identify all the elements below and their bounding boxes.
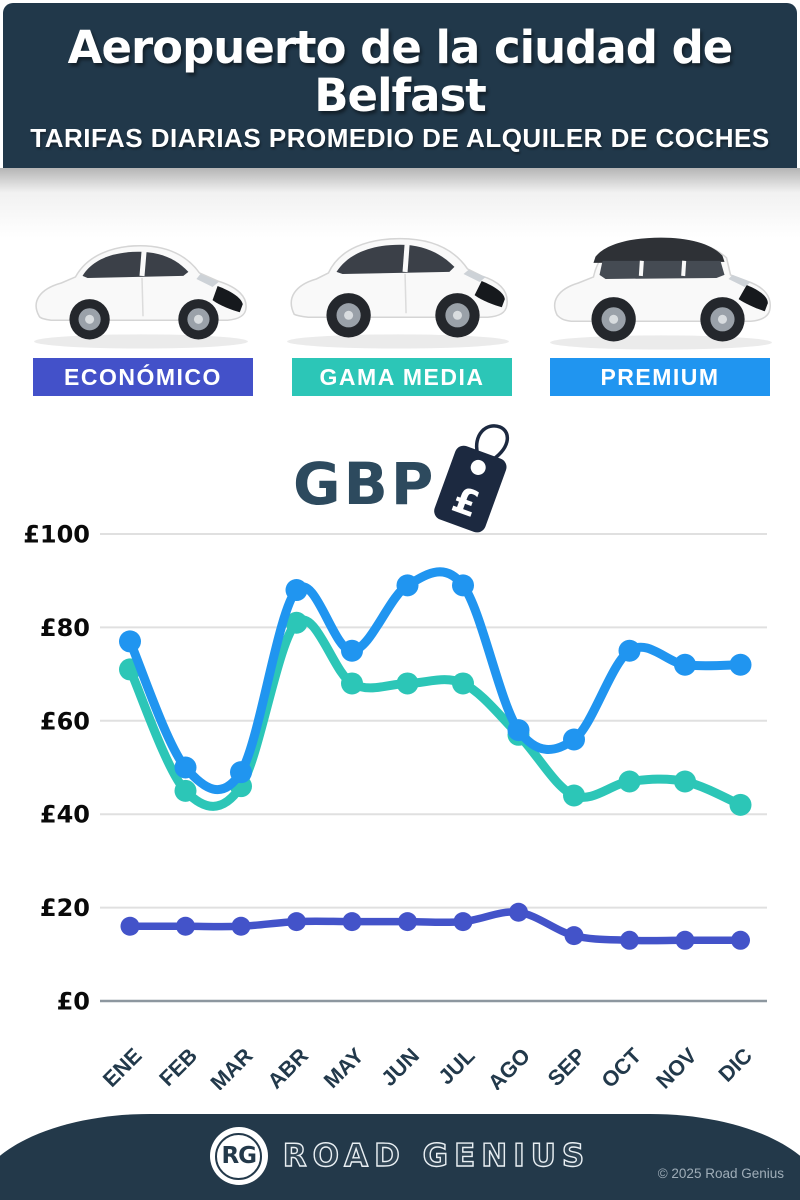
premium-point-jul bbox=[452, 574, 474, 597]
midsize-car-image bbox=[272, 205, 524, 357]
econ-mico-point-ene bbox=[120, 916, 140, 936]
ytick-label-60: £60 bbox=[40, 707, 90, 735]
premium-point-jun bbox=[396, 574, 419, 597]
xtick-label-ene: ENE bbox=[98, 1044, 146, 1090]
gama-media-point-oct bbox=[618, 770, 641, 793]
currency-code-label: GBP bbox=[293, 450, 437, 518]
premium-point-dic bbox=[729, 653, 752, 676]
premium-point-ene bbox=[119, 630, 141, 653]
midsize-suv-icon bbox=[287, 237, 509, 349]
luxury-suv-icon bbox=[550, 237, 772, 350]
xtick-label-oct: OCT bbox=[597, 1044, 646, 1090]
xtick-label-sep: SEP bbox=[543, 1044, 590, 1090]
xtick-label-mar: MAR bbox=[206, 1043, 258, 1090]
xtick-label-may: MAY bbox=[319, 1044, 368, 1090]
road-genius-logo-icon: RG bbox=[209, 1127, 268, 1185]
header-shadow bbox=[0, 168, 800, 238]
page-subtitle: TARIFAS DIARIAS PROMEDIO DE ALQUILER DE … bbox=[30, 123, 770, 153]
econ-mico-point-abr bbox=[287, 912, 306, 932]
category-badge-gama-media: GAMA MEDIA bbox=[292, 358, 512, 396]
xtick-label-jun: JUN bbox=[377, 1044, 424, 1090]
premium-point-abr bbox=[285, 579, 308, 602]
gama-media-point-feb bbox=[174, 779, 197, 802]
premium-point-may bbox=[341, 639, 363, 662]
premium-point-feb bbox=[174, 756, 197, 779]
premium-point-ago bbox=[507, 719, 530, 742]
gama-media-point-sep bbox=[563, 784, 585, 807]
econ-mico-point-sep bbox=[564, 926, 584, 946]
economy-car-image bbox=[15, 213, 267, 355]
tag-string bbox=[474, 424, 510, 464]
gama-media-point-may bbox=[341, 672, 363, 695]
category-badge-premium: PREMIUM bbox=[550, 358, 770, 396]
price-tag-icon: £ bbox=[434, 424, 510, 533]
currency-group: GBP £ bbox=[0, 420, 800, 535]
xtick-label-jul: JUL bbox=[434, 1044, 480, 1090]
gama-media-point-dic bbox=[729, 793, 752, 816]
compact-hatchback-icon bbox=[34, 244, 248, 349]
brand-name: ROAD GENIUS bbox=[282, 1137, 591, 1174]
xtick-label-abr: ABR bbox=[263, 1043, 313, 1090]
gama-media-point-nov bbox=[674, 770, 696, 793]
premium-point-sep bbox=[563, 728, 585, 751]
gama-media-point-jun bbox=[396, 672, 419, 695]
econ-mico-point-nov bbox=[675, 930, 695, 950]
premium-car-image bbox=[535, 210, 787, 357]
premium-point-mar bbox=[230, 761, 252, 784]
copyright-text: © 2025 Road Genius bbox=[657, 1166, 784, 1181]
premium-point-oct bbox=[618, 639, 641, 662]
econ-mico-point-mar bbox=[231, 916, 251, 936]
econ-mico-line bbox=[126, 908, 745, 945]
xtick-label-feb: FEB bbox=[155, 1044, 202, 1090]
ytick-label-100: £100 bbox=[23, 521, 90, 549]
logo-initials: RG bbox=[215, 1132, 263, 1180]
ytick-label-40: £40 bbox=[40, 801, 90, 829]
premium-point-nov bbox=[674, 653, 696, 676]
page-title-line2: Belfast bbox=[314, 69, 486, 122]
econ-mico-point-oct bbox=[620, 930, 639, 950]
page-title-line1: Aeropuerto de la ciudad de bbox=[67, 21, 734, 74]
ytick-label-20: £20 bbox=[40, 894, 90, 922]
ytick-label-0: £0 bbox=[57, 988, 90, 1016]
econ-mico-point-feb bbox=[176, 916, 195, 936]
gama-media-point-abr bbox=[285, 611, 308, 634]
gama-media-point-jul bbox=[452, 672, 474, 695]
ytick-label-80: £80 bbox=[40, 614, 90, 642]
econ-mico-point-ago bbox=[509, 902, 528, 922]
econ-mico-point-may bbox=[342, 912, 362, 932]
econ-mico-point-jun bbox=[398, 912, 417, 932]
category-badge-economico: ECONÓMICO bbox=[33, 358, 253, 396]
footer-background bbox=[0, 1114, 800, 1200]
footer-logo-group: RG ROAD GENIUS bbox=[0, 1126, 800, 1186]
econ-mico-point-dic bbox=[731, 930, 750, 950]
tag-body: £ bbox=[434, 445, 507, 533]
xtick-label-dic: DIC bbox=[714, 1044, 757, 1087]
xtick-label-ago: AGO bbox=[483, 1044, 535, 1090]
rental-rates-line-chart: £0 £20 £40 £60 £80 £100 ENE FEB MAR ABR MAY JUN JUL A… bbox=[23, 521, 767, 1090]
xtick-label-nov: NOV bbox=[652, 1043, 702, 1090]
econ-mico-point-jul bbox=[453, 912, 473, 932]
header: Aeropuerto de la ciudad de Belfast TARIF… bbox=[3, 3, 797, 168]
